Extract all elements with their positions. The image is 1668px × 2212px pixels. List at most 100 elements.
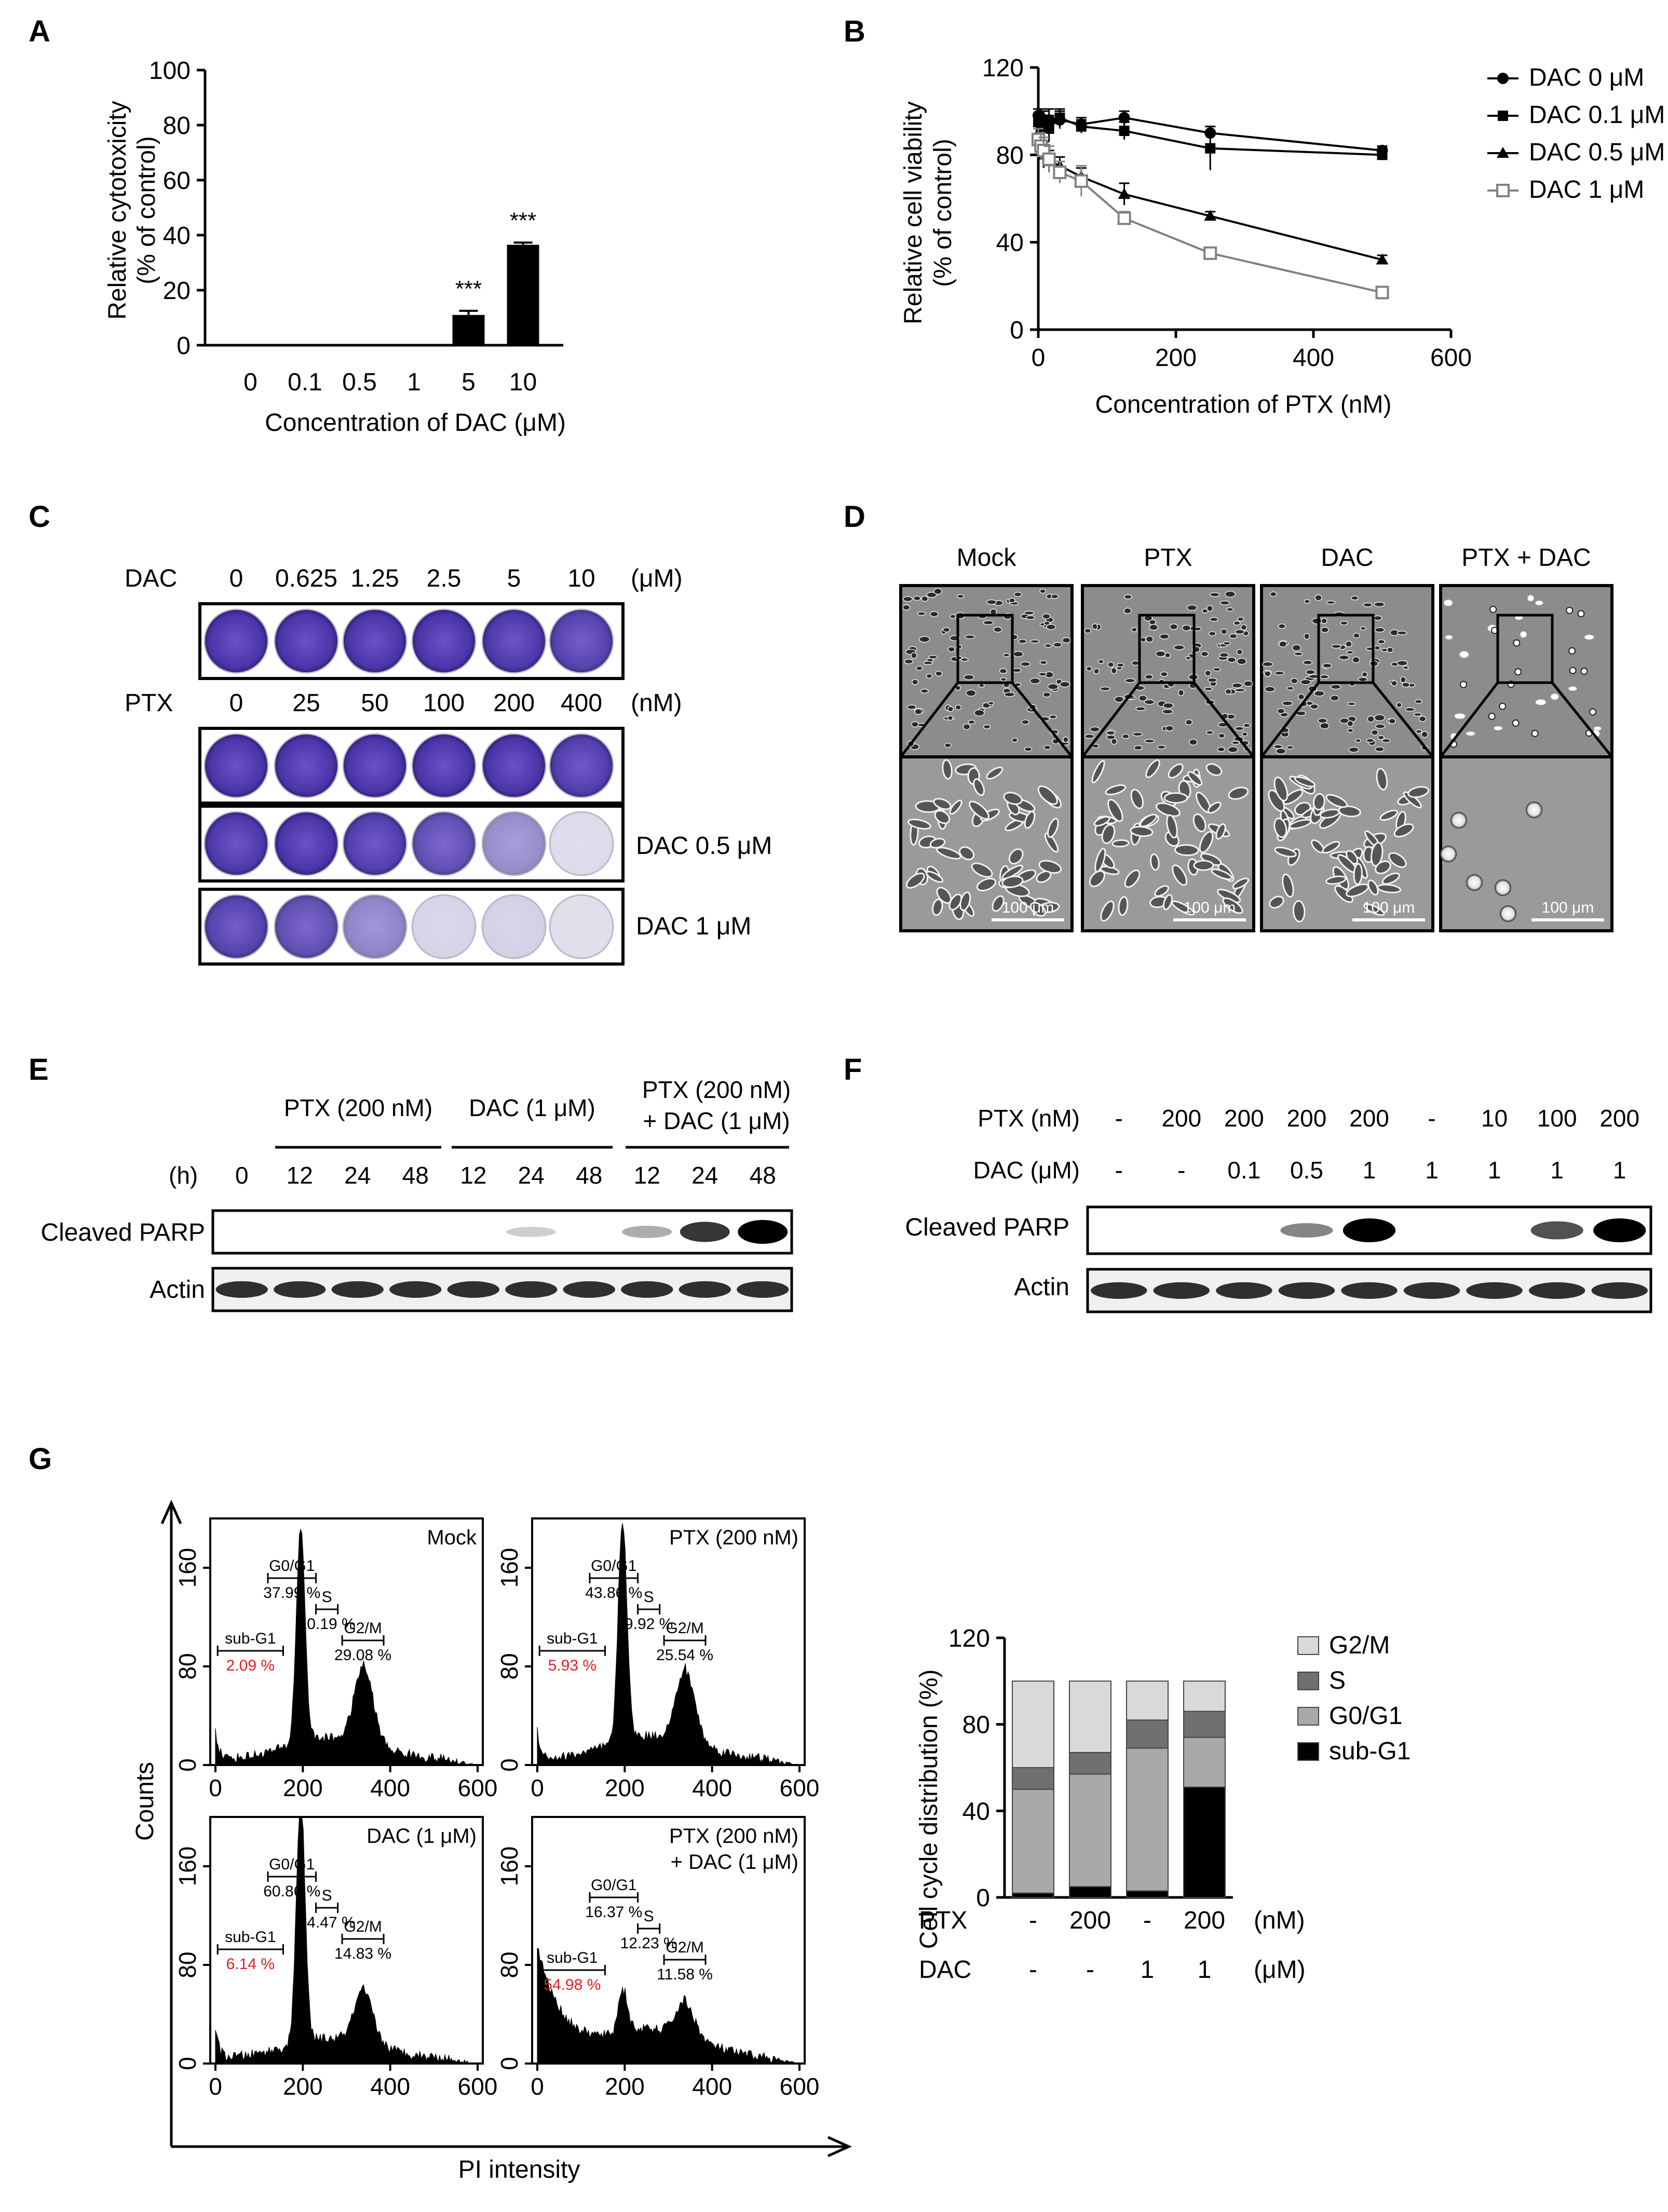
panel-d-cell	[1396, 631, 1407, 635]
panel-d-cell	[968, 720, 975, 725]
panel-d-round-cell	[1589, 708, 1597, 716]
panel-d-cell	[934, 671, 943, 677]
panel-d-cell	[1413, 712, 1422, 717]
panel-d-zoom-round-cell	[1440, 846, 1457, 862]
panel-d-zoom-cell	[905, 872, 925, 889]
panel-g-histogram	[537, 1948, 800, 2064]
panel-d-zoom-cell	[1163, 792, 1188, 804]
panel-d-cell	[1387, 647, 1394, 653]
panel-d-cell	[1169, 623, 1178, 630]
panel-d-cell	[1235, 629, 1245, 635]
panel-d-cell	[1236, 649, 1243, 655]
panel-d-cell	[1114, 696, 1124, 703]
panel-a-ytick-label: 0	[177, 332, 191, 360]
panel-d-zoom-cell	[1375, 860, 1391, 874]
panel-d-cell	[1340, 620, 1348, 626]
panel-d-zoom-line	[1440, 682, 1499, 758]
panel-d-cell	[1313, 690, 1325, 697]
panel-b-point	[1203, 246, 1217, 260]
panel-d-cell	[923, 661, 933, 666]
panel-d-cell	[1286, 686, 1294, 690]
panel-d-cell	[915, 666, 923, 671]
panel-d-cell	[1494, 726, 1502, 731]
panel-g-gate-g0g1-value: 16.37 %	[585, 1904, 642, 1921]
panel-b-point	[1043, 123, 1054, 134]
panel-d-cell	[1047, 683, 1059, 690]
panel-g-gate-g0g1-label: G0/G1	[591, 1877, 636, 1894]
panel-g-xtick-label: 0	[531, 1774, 544, 1801]
panel-g-stacked-segment	[1012, 1767, 1054, 1790]
panel-e-time-value: 12	[287, 1162, 313, 1189]
panel-b-legend-marker	[1496, 184, 1510, 197]
panel-d-cell	[1138, 695, 1147, 702]
panel-d-zoom-cell	[1130, 825, 1154, 837]
panel-d-cell	[1131, 627, 1138, 632]
panel-g-gate-s-value: 10.19 %	[299, 1616, 356, 1633]
panel-d-cell	[1396, 660, 1408, 666]
panel-g-row-value: -	[1029, 1956, 1037, 1984]
panel-d-scale-label: 100 μm	[1363, 899, 1415, 916]
panel-d-cell	[1304, 633, 1310, 640]
panel-b-legend-label: DAC 1 μM	[1529, 176, 1644, 203]
panel-d-zoom-cell	[969, 800, 989, 820]
panel-d-cell	[1124, 678, 1136, 683]
panel-a-ylabel-2: (% of control)	[133, 136, 160, 284]
panel-b-xtick-label: 400	[1293, 344, 1334, 372]
panel-g-gate-g2m-value: 11.58 %	[657, 1966, 713, 1983]
panel-b-ytick-label: 40	[996, 229, 1024, 257]
panel-d-zoom-cell	[1036, 871, 1052, 883]
panel-d-cell	[1466, 731, 1475, 736]
panel-d-cell	[1231, 740, 1240, 745]
panel-g-y-arrowhead	[160, 1499, 182, 1525]
panel-b-point	[1119, 126, 1130, 137]
panel-d-zoom-cell	[1193, 860, 1214, 871]
panel-g-stacked-ytick-label: 0	[976, 1884, 990, 1912]
panel-d-zoom-cell	[1118, 896, 1129, 916]
panel-d-zoom-cell	[1089, 870, 1105, 887]
panel-b-legend-label: DAC 0 μM	[1529, 64, 1644, 91]
panel-d-cell	[1374, 602, 1385, 607]
panel-d-cell	[1318, 718, 1327, 724]
panel-e-time-value: 0	[235, 1162, 249, 1189]
panel-d-zoom-cell	[1105, 784, 1127, 796]
panel-d-cell	[1264, 686, 1276, 693]
panel-d-cell	[1322, 663, 1332, 669]
panel-f-ptx-label: PTX (nM)	[978, 1105, 1080, 1132]
panel-d-cell	[1404, 707, 1416, 712]
panel-d-cell	[1568, 686, 1577, 691]
panel-d-title: PTX	[1144, 544, 1192, 572]
panel-d-zoom-cell	[976, 878, 997, 891]
panel-d-cell	[1225, 591, 1236, 598]
panel-g-gate-g0g1-value: 43.86 %	[585, 1584, 642, 1602]
panel-d-zoom-image	[1439, 755, 1613, 932]
panel-g-flow-cytometry: Counts PI intensity Cell cycle distribut…	[131, 1499, 943, 2183]
panel-d-cell	[1024, 747, 1033, 752]
panel-f-ptx-value: 200	[1161, 1105, 1201, 1132]
panel-g-stacked-ytick-label: 120	[948, 1625, 990, 1652]
panel-f-dac-value: 0.5	[1290, 1157, 1323, 1184]
panel-d-zoom-cell	[949, 799, 962, 815]
panel-g-gate-g0g1-value: 37.99 %	[263, 1584, 320, 1602]
panel-e-parp-band	[738, 1220, 788, 1244]
panel-e-time-value: 24	[344, 1162, 371, 1189]
panel-g-stacked-segment	[1183, 1680, 1226, 1712]
panel-d-cell	[1221, 628, 1228, 635]
panel-f-dac-value: -	[1115, 1157, 1123, 1184]
panel-d-cell	[1374, 645, 1381, 650]
panel-d-cell	[1303, 660, 1313, 665]
panel-g-gate-g2m-label: G2/M	[666, 1939, 703, 1956]
panel-d-cell	[1149, 624, 1159, 631]
panel-c-dac-value: 10	[567, 565, 595, 592]
panel-f-actin-band	[1091, 1282, 1147, 1299]
panel-d-cell	[1269, 591, 1277, 597]
panel-d-cell	[1042, 691, 1051, 698]
panel-d-cell	[1373, 615, 1382, 621]
panel-d-cell	[942, 627, 951, 633]
panel-g-stacked-ytick-label: 80	[962, 1712, 990, 1739]
panel-f-parp-band	[1593, 1218, 1646, 1242]
panel-d-cell	[1020, 661, 1031, 667]
panel-g-plot-title: Mock	[427, 1526, 477, 1549]
panel-d-zoom-cell	[1273, 818, 1287, 838]
panel-d-zoom-cell	[986, 766, 1003, 780]
panel-d-cell	[1274, 671, 1285, 675]
